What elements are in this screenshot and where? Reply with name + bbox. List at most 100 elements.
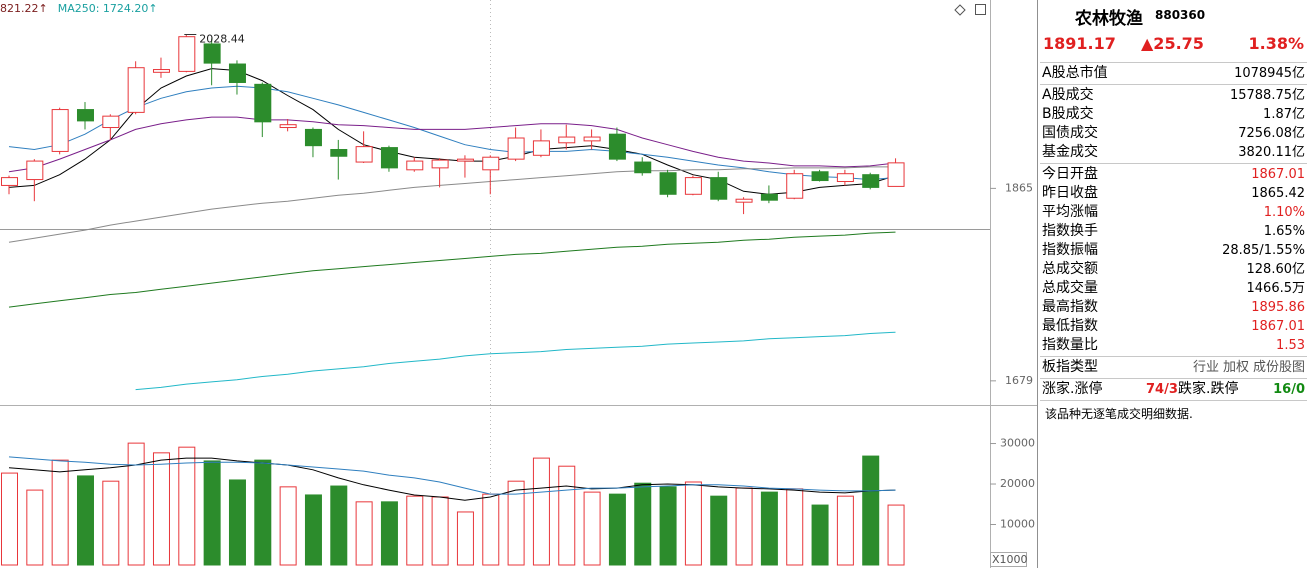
y-tick-label: 1865 <box>1005 181 1033 194</box>
volume-bar <box>456 511 474 566</box>
row-value: 128.60亿 <box>1246 262 1306 277</box>
candle-body <box>178 36 196 72</box>
row-value: 1867.01 <box>1251 319 1305 334</box>
candle-body <box>811 171 829 182</box>
volume-bar <box>760 491 778 566</box>
info-row: 指数换手 1.65% <box>1042 222 1305 241</box>
candle-body <box>228 63 246 83</box>
average-line <box>8 166 896 243</box>
row-label: B股成交 <box>1042 106 1094 122</box>
volume-bar <box>228 479 246 566</box>
info-row: 最低指数 1867.01 <box>1042 317 1305 336</box>
volume-bar <box>507 480 525 566</box>
info-row: 总成交量 1466.5万 <box>1042 279 1305 298</box>
row-value: 15788.75亿 <box>1229 88 1305 103</box>
volume-bar <box>406 495 424 566</box>
volume-bar <box>203 460 221 566</box>
volume-bar <box>254 459 272 566</box>
candle-body <box>127 67 145 113</box>
index-code: 880360 <box>1155 8 1206 22</box>
board-link[interactable]: 加权 <box>1222 360 1249 375</box>
chart-area: 1865 1679 2028.44 821.22↑ MA250: 1724.20↑ 100… <box>0 0 1038 568</box>
separator <box>1040 356 1307 357</box>
row-label: A股总市值 <box>1042 65 1108 81</box>
candle-body <box>355 146 373 163</box>
row-label: 最高指数 <box>1042 299 1098 315</box>
row-value: 1.65% <box>1263 224 1305 239</box>
candle-body <box>1 177 18 186</box>
info-row: 今日开盘 1867.01 <box>1042 165 1305 184</box>
candle-body <box>608 133 626 160</box>
candle-body <box>406 160 424 171</box>
candle-body <box>659 172 677 195</box>
row-label: 基金成交 <box>1042 144 1098 160</box>
row-value: 28.85/1.55% <box>1222 243 1305 258</box>
info-row: A股总市值 1078945亿 <box>1042 64 1305 83</box>
price-change: ▲25.75 <box>1141 34 1204 53</box>
candle-body <box>583 136 601 142</box>
board-link[interactable]: 行业 <box>1192 360 1219 375</box>
candle-body <box>558 136 576 144</box>
up-label: 涨家.涨停 <box>1042 381 1103 397</box>
legend-text: 821.22↑ <box>0 2 48 15</box>
y-tick-label: 1679 <box>1005 374 1033 387</box>
row-label: 今日开盘 <box>1042 166 1098 182</box>
volume-bar <box>1 472 18 566</box>
window-icon[interactable] <box>975 4 986 15</box>
average-line <box>8 456 896 495</box>
candle-body <box>279 124 297 129</box>
info-row: 最高指数 1895.86 <box>1042 298 1305 317</box>
row-value: 1.87亿 <box>1263 107 1305 122</box>
volume-bar <box>482 493 500 566</box>
note: 该品种无逐笔成交明细数据. <box>1045 407 1193 421</box>
volume-bar <box>836 495 854 566</box>
unit-label: X1000 <box>992 553 1028 566</box>
quote-panel: 农林牧渔 880360 1891.17 ▲25.75 1.38% A股总市值 1078945… <box>1040 0 1307 568</box>
row-label: 平均涨幅 <box>1042 204 1098 220</box>
info-row: 平均涨幅 1.10% <box>1042 203 1305 222</box>
volume-bar <box>51 459 69 566</box>
volume-bar <box>710 495 728 566</box>
volume-bar <box>279 486 297 566</box>
separator <box>1040 400 1307 401</box>
separator <box>1040 84 1307 85</box>
volume-bar <box>26 489 44 566</box>
board-link[interactable]: 成份股图 <box>1252 360 1305 375</box>
candle-body <box>203 43 221 64</box>
volume-bar <box>355 501 373 566</box>
row-label: A股成交 <box>1042 87 1094 103</box>
diamond-icon[interactable] <box>954 4 966 16</box>
volume-bar <box>178 446 196 566</box>
volume-bar <box>684 481 702 566</box>
board-items: 行业 加权 成份股图 <box>1189 358 1305 377</box>
max-label: 2028.44 <box>199 32 245 45</box>
candle-body <box>710 177 728 200</box>
candle-body <box>735 198 753 203</box>
volume-bar <box>634 482 652 566</box>
row-value: 1.53 <box>1276 338 1305 353</box>
row-label: 指数振幅 <box>1042 242 1098 258</box>
volume-bar <box>887 504 905 566</box>
breadth-row: 涨家.涨停 74/3 跌家.跌停 16/0 <box>1042 380 1305 399</box>
info-row: 基金成交 3820.11亿 <box>1042 143 1305 162</box>
candle-body <box>51 109 69 152</box>
row-label: 指数换手 <box>1042 223 1098 239</box>
average-line <box>8 457 896 501</box>
candle-body <box>684 177 702 195</box>
last-price: 1891.17 <box>1043 34 1116 53</box>
row-label: 指数量比 <box>1042 337 1098 353</box>
down-label: 跌家.跌停 <box>1178 381 1239 397</box>
down-value: 16/0 <box>1273 382 1305 397</box>
separator <box>1040 163 1307 164</box>
candle-body <box>836 173 854 183</box>
legend-text: MA250: 1724.20↑ <box>58 2 158 15</box>
y-tick-label: 30000 <box>1000 437 1035 450</box>
info-row: 指数振幅 28.85/1.55% <box>1042 241 1305 260</box>
info-row: 国债成交 7256.08亿 <box>1042 124 1305 143</box>
separator <box>1040 62 1307 63</box>
row-value: 1078945亿 <box>1234 66 1305 81</box>
candle-body <box>102 115 120 129</box>
change-percent: 1.38% <box>1248 34 1304 53</box>
candle-body <box>507 137 525 160</box>
row-label: 国债成交 <box>1042 125 1098 141</box>
